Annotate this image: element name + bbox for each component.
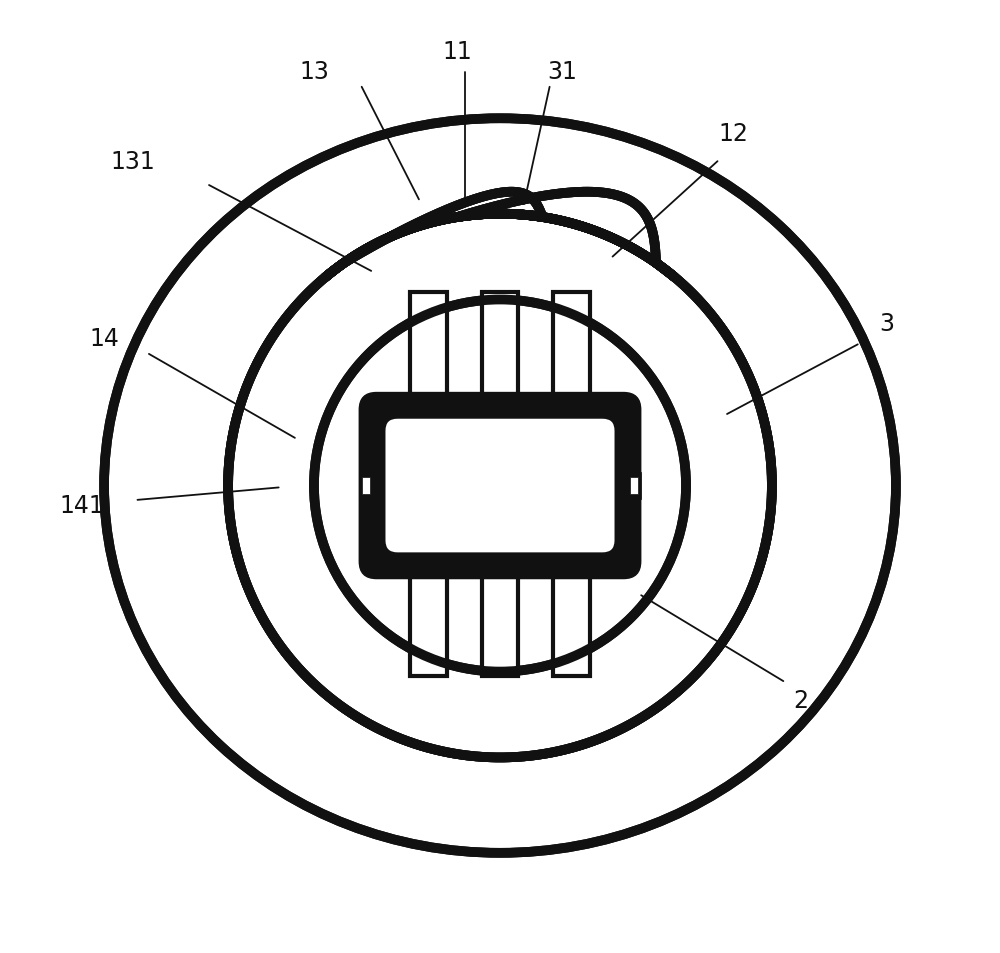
FancyBboxPatch shape <box>359 394 641 579</box>
Bar <box>553 293 590 412</box>
Bar <box>410 293 447 412</box>
Bar <box>410 562 447 677</box>
Circle shape <box>314 300 686 672</box>
Text: 3: 3 <box>879 312 894 336</box>
Bar <box>362 477 370 495</box>
Text: 11: 11 <box>442 40 472 65</box>
Text: 2: 2 <box>793 688 808 713</box>
Text: 131: 131 <box>110 150 155 174</box>
Bar <box>624 473 641 499</box>
Polygon shape <box>228 193 772 758</box>
Text: 141: 141 <box>60 493 105 517</box>
Text: 14: 14 <box>89 326 119 351</box>
Text: 31: 31 <box>547 59 577 84</box>
Bar <box>630 477 638 495</box>
Bar <box>482 293 518 412</box>
FancyBboxPatch shape <box>384 417 616 555</box>
Bar <box>553 562 590 677</box>
Bar <box>482 562 518 677</box>
Circle shape <box>228 214 772 758</box>
Text: 13: 13 <box>299 59 329 84</box>
Bar <box>359 473 376 499</box>
Text: 12: 12 <box>719 121 749 146</box>
Ellipse shape <box>104 119 896 853</box>
